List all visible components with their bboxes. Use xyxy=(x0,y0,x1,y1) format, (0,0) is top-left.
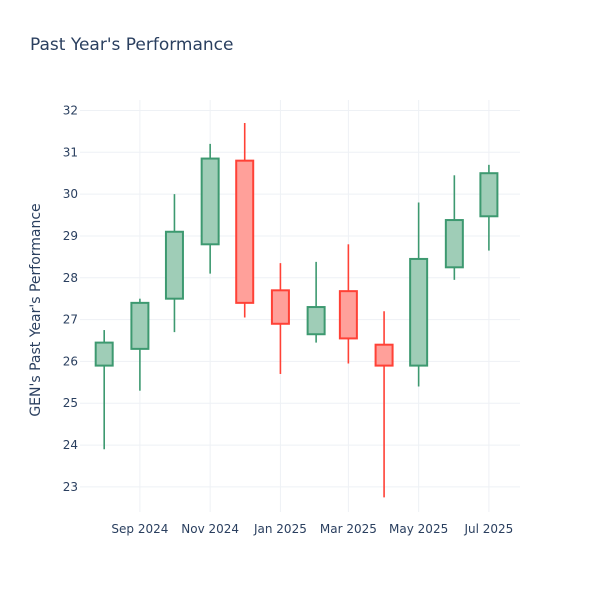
candle-body xyxy=(444,219,464,269)
candle-increasing xyxy=(164,194,184,333)
candle-decreasing xyxy=(270,263,290,374)
y-tick-label: 31 xyxy=(63,145,78,159)
y-tick-label: 28 xyxy=(63,271,78,285)
x-tick-labels: Sep 2024 Nov 2024 Jan 2025 Mar 2025 May 2025… xyxy=(111,522,513,536)
x-tick-label: Jul 2025 xyxy=(463,522,513,536)
candle-decreasing xyxy=(338,244,358,364)
x-tick-label: Mar 2025 xyxy=(320,522,377,536)
candle-increasing xyxy=(200,143,220,274)
candle-increasing xyxy=(444,175,464,280)
candle-body xyxy=(130,301,150,350)
candle-body xyxy=(306,306,326,336)
candle-body xyxy=(200,157,220,246)
candle-decreasing xyxy=(235,123,255,318)
candle-body xyxy=(270,289,290,325)
x-tick-label: Jan 2025 xyxy=(253,522,307,536)
candle-increasing xyxy=(409,202,429,387)
y-tick-label: 29 xyxy=(63,229,78,243)
candle-increasing xyxy=(94,330,114,450)
candle-body xyxy=(338,290,358,340)
candle-body xyxy=(409,257,429,367)
candle-body xyxy=(94,341,114,367)
y-tick-labels: 23 24 25 26 27 28 29 30 31 32 xyxy=(63,103,78,493)
candle-body xyxy=(235,159,255,304)
y-axis-title: GEN's Past Year's Performance xyxy=(28,203,44,416)
candle-increasing xyxy=(479,164,499,251)
candles xyxy=(94,123,499,498)
x-tick-label: Nov 2024 xyxy=(181,522,239,536)
candle-body xyxy=(479,172,499,218)
chart-title: Past Year's Performance xyxy=(30,35,234,55)
y-tick-label: 25 xyxy=(63,396,78,410)
x-tick-label: May 2025 xyxy=(389,522,448,536)
y-tick-label: 32 xyxy=(63,103,78,117)
y-tick-label: 24 xyxy=(63,438,78,452)
y-tick-label: 23 xyxy=(63,480,78,494)
x-tick-label: Sep 2024 xyxy=(111,522,168,536)
candle-body xyxy=(374,343,394,367)
candle-increasing xyxy=(306,261,326,343)
candle-decreasing xyxy=(374,311,394,498)
candle-increasing xyxy=(130,298,150,391)
candle-body xyxy=(164,230,184,300)
y-tick-label: 30 xyxy=(63,187,78,201)
y-tick-label: 27 xyxy=(63,313,78,327)
y-tick-label: 26 xyxy=(63,354,78,368)
